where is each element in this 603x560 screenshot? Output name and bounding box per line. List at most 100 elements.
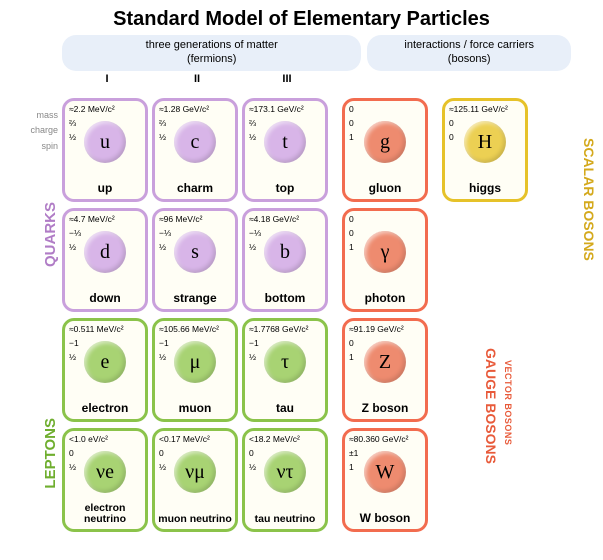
particle-mass: ≈4.7 MeV/c² [69, 214, 115, 224]
row-label-spin: spin [2, 139, 58, 154]
particle-charge: 0 [69, 448, 74, 458]
particle-symbol: s [191, 241, 199, 264]
particle-mass: ≈1.7768 GeV/c² [249, 324, 308, 334]
row-label-charge: charge [2, 123, 58, 138]
particle-name: down [65, 292, 145, 305]
particle-charge: 0 [349, 118, 354, 128]
particle-symbol: νe [96, 461, 114, 484]
generation-2: II [152, 73, 242, 85]
particle-name: Z boson [345, 402, 425, 415]
particle-name: tau neutrino [245, 514, 325, 525]
particle-symbol-circle: Z [364, 341, 406, 383]
particle-symbol-circle: W [364, 451, 406, 493]
particle-symbol: c [191, 131, 200, 154]
particle-charge: −⅓ [69, 228, 81, 238]
particle-name: charm [155, 182, 235, 195]
header-fermions: three generations of matter (fermions) [62, 35, 361, 71]
particle-charge: 0 [349, 228, 354, 238]
particle-cell-down: ≈4.7 MeV/c² −⅓ ½ d down [62, 208, 148, 312]
particle-charge: 0 [349, 338, 354, 348]
particle-symbol: b [280, 241, 290, 264]
particle-charge: ±1 [349, 448, 358, 458]
particle-charge: −1 [69, 338, 79, 348]
particle-symbol: νμ [185, 461, 205, 484]
particle-symbol-circle: H [464, 121, 506, 163]
particle-charge: ⅔ [69, 118, 76, 128]
particle-symbol: e [101, 351, 110, 374]
particle-mass: ≈96 MeV/c² [159, 214, 202, 224]
particle-cell-up: ≈2.2 MeV/c²⅔½uup [62, 98, 148, 202]
particle-symbol: τ [281, 351, 289, 374]
particle-cell-strange: ≈96 MeV/c²−⅓½sstrange [152, 208, 238, 312]
particle-name: bottom [245, 292, 325, 305]
particle-name: photon [345, 292, 425, 305]
particle-cell-Z-boson: ≈91.19 GeV/c² 0 1Z Z boson [342, 318, 428, 422]
particle-name: muon [155, 402, 235, 415]
particle-charge: 0 [249, 448, 254, 458]
particle-symbol: W [376, 461, 395, 484]
generation-1: I [62, 73, 152, 85]
particle-cell-top: ≈173.1 GeV/c² ⅔ ½ t top [242, 98, 328, 202]
particle-mass: ≈125.11 GeV/c² [449, 104, 508, 114]
particle-charge: ⅔ [159, 118, 166, 128]
side-label-gauge: GAUGE BOSONS [483, 348, 499, 464]
side-label-quarks: QUARKS [42, 202, 59, 267]
particle-mass: ≈4.18 GeV/c² [249, 214, 299, 224]
particle-symbol: d [100, 241, 110, 264]
particle-spin: ½ [69, 462, 76, 472]
row-label-mass: mass [2, 108, 58, 123]
particle-cell-tau-neutrino: <18.2 MeV/c²0½ντtau neutrino [242, 428, 328, 532]
particle-name: electron neutrino [65, 503, 145, 525]
particle-cell-higgs: ≈125.11 GeV/c²00Hhiggs [442, 98, 528, 202]
particle-spin: ½ [159, 132, 166, 142]
particle-cell-W-boson: ≈80.360 GeV/c²±11WW boson [342, 428, 428, 532]
particle-cell-tau: ≈1.7768 GeV/c² −1 ½ τ tau [242, 318, 328, 422]
particle-spin: ½ [69, 132, 76, 142]
particle-cell-electron-neutrino: <1.0 eV/c²0½νeelectron neutrino [62, 428, 148, 532]
particle-name: strange [155, 292, 235, 305]
particle-symbol-circle: b [264, 231, 306, 273]
particle-cell-muon: ≈105.66 MeV/c²−1½μmuon [152, 318, 238, 422]
particle-symbol: μ [190, 351, 201, 374]
particle-mass: ≈1.28 GeV/c² [159, 104, 209, 114]
particle-spin: ½ [249, 242, 256, 252]
particle-symbol: t [282, 131, 288, 154]
particle-symbol-circle: c [174, 121, 216, 163]
particle-symbol-circle: νμ [174, 451, 216, 493]
particle-spin: 1 [349, 352, 354, 362]
particle-symbol-circle: γ [364, 231, 406, 273]
particle-spin: 0 [449, 132, 454, 142]
particle-mass: ≈91.19 GeV/c² [349, 324, 404, 334]
particle-symbol-circle: μ [174, 341, 216, 383]
particle-name: tau [245, 402, 325, 415]
particle-spin: ½ [249, 462, 256, 472]
particle-spin: ½ [69, 242, 76, 252]
particle-name: muon neutrino [155, 514, 235, 525]
particle-charge: 0 [159, 448, 164, 458]
page-title: Standard Model of Elementary Particles [0, 0, 603, 35]
particle-spin: ½ [249, 352, 256, 362]
particle-cell-electron: ≈0.511 MeV/c²−1½eelectron [62, 318, 148, 422]
particle-symbol: g [380, 131, 390, 154]
particle-name: gluon [345, 182, 425, 195]
particle-symbol-circle: νe [84, 451, 126, 493]
particle-mass: ≈173.1 GeV/c² [249, 104, 304, 114]
particle-charge: −1 [159, 338, 169, 348]
particle-mass: ≈0.511 MeV/c² [69, 324, 124, 334]
particle-grid: ≈2.2 MeV/c²⅔½uup≈1.28 GeV/c²⅔½ccharm≈173… [62, 98, 528, 538]
particle-symbol: ντ [276, 461, 293, 484]
particle-spin: 1 [349, 462, 354, 472]
particle-symbol-circle: e [84, 341, 126, 383]
particle-spin: ½ [249, 132, 256, 142]
particle-charge: ⅔ [249, 118, 256, 128]
particle-symbol-circle: t [264, 121, 306, 163]
generation-3: III [242, 73, 332, 85]
header-bosons: interactions / force carriers (bosons) [367, 35, 571, 71]
particle-mass: ≈105.66 MeV/c² [159, 324, 219, 334]
particle-charge: −1 [249, 338, 259, 348]
particle-charge: −⅓ [249, 228, 261, 238]
particle-symbol-circle: d [84, 231, 126, 273]
particle-symbol-circle: u [84, 121, 126, 163]
particle-name: top [245, 182, 325, 195]
particle-cell-charm: ≈1.28 GeV/c² ⅔ ½ c charm [152, 98, 238, 202]
